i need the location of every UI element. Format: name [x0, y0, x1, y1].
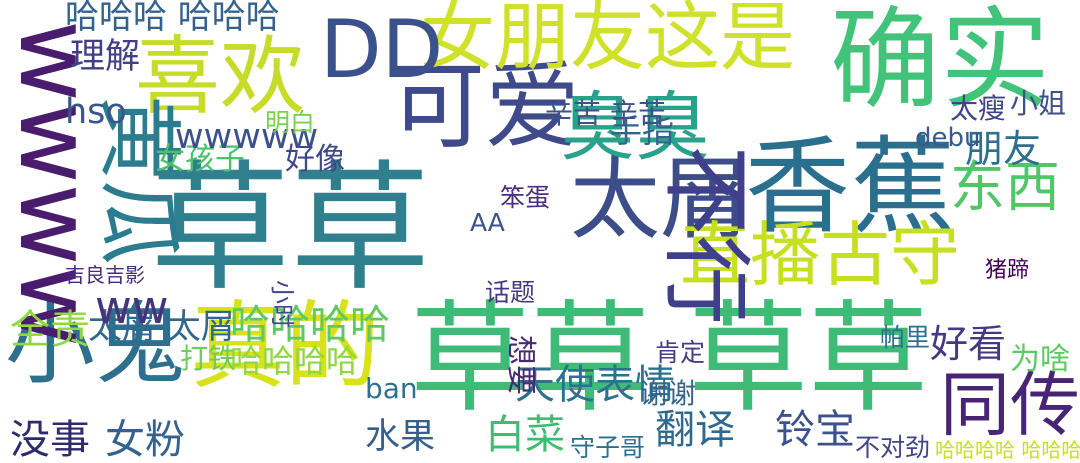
cloud-word: 没事 [10, 417, 90, 463]
cloud-word: 为啥 [1010, 342, 1070, 377]
cloud-word: 理解 [70, 37, 141, 77]
cloud-word: hso [65, 92, 127, 132]
cloud-word: 铃宝 [775, 407, 855, 453]
cloud-word: 猪蹄 [985, 258, 1030, 283]
cloud-word: 臭臭 [560, 83, 711, 171]
cloud-word: 香蕉 [745, 126, 956, 248]
cloud-word: 打铁 [180, 342, 237, 375]
cloud-word: 朋友 [965, 127, 1042, 171]
cloud-word: 太屑 太屑 [88, 307, 235, 347]
cloud-word: 女朋友这是 [420, 0, 796, 81]
cloud-word: 话题 [485, 278, 536, 307]
cloud-word: 可爱 [390, 52, 581, 162]
cloud-word: 想要 [503, 335, 538, 395]
cloud-word: 真的 [190, 292, 381, 402]
cloud-word: 好看 [930, 322, 1007, 366]
cloud-word: 守子哥 [570, 433, 646, 462]
cloud-word: 同传 [940, 364, 1080, 446]
cloud-word: 好像 [285, 142, 345, 177]
cloud-word: 不行 [653, 145, 758, 325]
cloud-word: ban [365, 372, 418, 405]
cloud-word: 水果 [365, 417, 436, 457]
cloud-word: 手指 [610, 112, 675, 150]
cloud-word: 哈哈哈哈 哈哈哈哈 [935, 438, 1080, 462]
cloud-word: 全责 [10, 307, 90, 353]
cloud-word: 哈哈哈哈 [230, 342, 359, 380]
cloud-word: 哈哈哈 哈哈哈 [65, 0, 280, 37]
cloud-word: 东西 [950, 155, 1061, 219]
cloud-word: 直播古守 [680, 214, 960, 296]
cloud-word: 笨蛋 [500, 183, 551, 212]
cloud-word: 小鬼 [5, 292, 185, 397]
cloud-word: debu [915, 123, 981, 153]
cloud-word: wwwww [175, 117, 319, 157]
cloud-word: ww [95, 281, 169, 334]
cloud-word: 女粉 [105, 417, 185, 463]
cloud-word: 肯定 [655, 338, 706, 367]
cloud-word: DD [320, 3, 444, 96]
cloud-word: 白菜 [485, 412, 565, 458]
cloud-word: 吉良吉影 [65, 263, 145, 287]
cloud-word: 哈哈哈哈 [230, 302, 390, 348]
cloud-word: 明白 [265, 108, 316, 137]
cloud-word: 喜欢 [135, 28, 306, 127]
cloud-word: 草草 草草 [410, 290, 929, 429]
cloud-word: 太屑 [570, 147, 750, 252]
cloud-word: 翻译 [655, 407, 735, 453]
cloud-word: 女孩子 [155, 142, 245, 177]
cloud-word: 小姐 [1010, 87, 1067, 120]
cloud-word: 天使表情 [515, 362, 675, 408]
cloud-word: 小时 [268, 280, 296, 328]
cloud-word: 草草 [150, 148, 431, 311]
cloud-word: 太瘦 [950, 92, 1007, 125]
cloud-word: AA [470, 208, 505, 237]
cloud-word: 确实 [830, 0, 1050, 124]
cloud-word: 不对劲 [855, 433, 931, 462]
cloud-word: 辛苦 辛苦 [545, 97, 666, 130]
cloud-word: 帕里 [880, 323, 931, 352]
cloud-word: 谢谢 [640, 377, 697, 410]
